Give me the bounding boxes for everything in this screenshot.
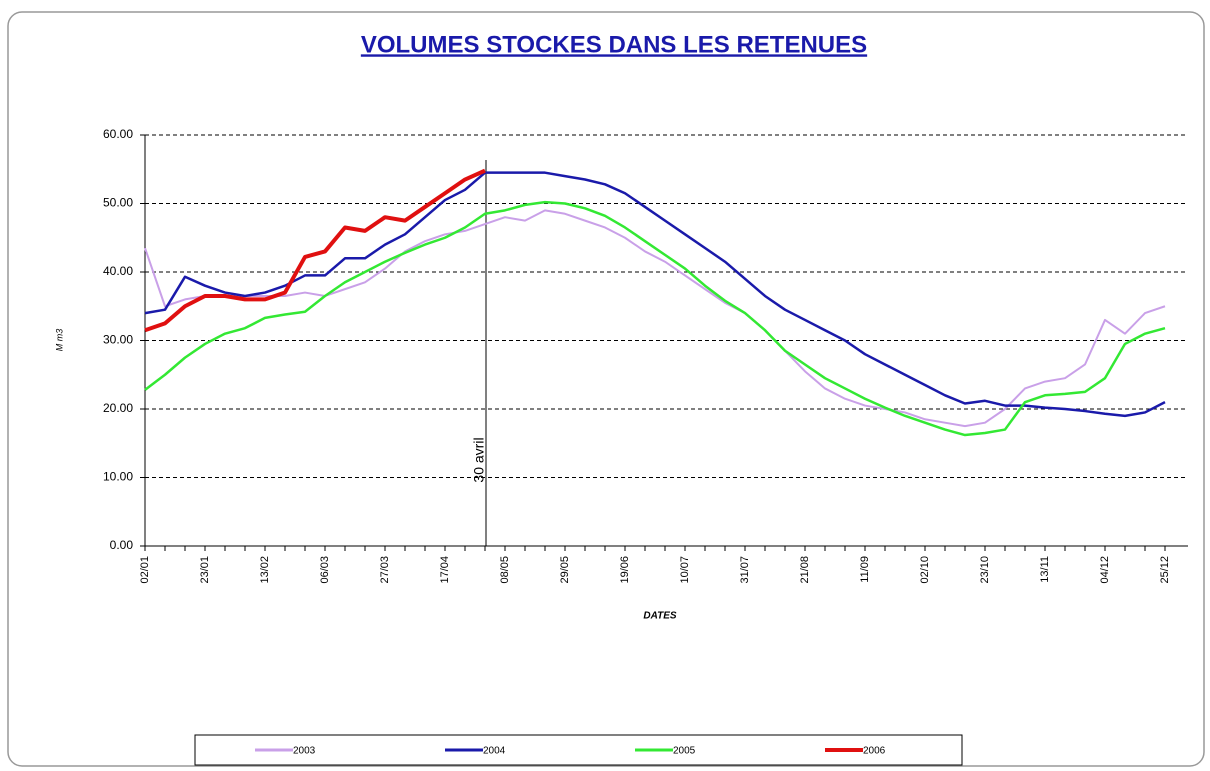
line-series	[144, 171, 1166, 418]
legend-label: 2006	[863, 746, 886, 757]
x-tick-label: 19/06	[619, 556, 631, 584]
x-tick-label: 23/10	[979, 556, 991, 584]
x-tick-label: 21/08	[799, 556, 811, 584]
legend-label: 2005	[673, 746, 696, 757]
x-tick-label: 04/12	[1099, 556, 1111, 584]
x-tick-label: 31/07	[739, 556, 751, 584]
x-tick-label: 11/09	[859, 556, 871, 583]
y-tick-label: 60.00	[103, 127, 133, 141]
line-series	[144, 200, 1166, 437]
x-tick-label: 29/05	[559, 556, 571, 584]
y-tick-label: 40.00	[103, 264, 133, 278]
x-tick-label: 02/01	[139, 556, 151, 584]
legend-label: 2004	[483, 746, 506, 757]
annotation: 30 avril	[471, 437, 487, 482]
x-tick-label: 08/05	[499, 556, 511, 584]
y-tick-label: 30.00	[103, 333, 133, 347]
y-tick-label: 0.00	[110, 538, 134, 552]
line-series	[144, 168, 486, 333]
x-tick-label: 25/12	[1159, 556, 1171, 584]
x-tick-label: 17/04	[439, 556, 451, 584]
x-tick-label: 13/02	[259, 556, 271, 584]
x-tick-label: 13/11	[1039, 556, 1051, 583]
x-tick-label: 23/01	[199, 556, 211, 584]
y-axis-label: M m3	[54, 329, 64, 352]
x-tick-label: 10/07	[679, 556, 691, 584]
frame	[7, 11, 1205, 767]
y-tick-label: 50.00	[103, 196, 133, 210]
legend-label: 2003	[293, 746, 316, 757]
y-tick-label: 20.00	[103, 401, 133, 415]
chart-title: VOLUMES STOCKES DANS LES RETENUES	[361, 31, 867, 58]
x-tick-label: 27/03	[379, 556, 391, 584]
y-tick-label: 10.00	[103, 470, 133, 484]
x-tick-label: 02/10	[919, 556, 931, 584]
x-tick-label: 06/03	[319, 556, 331, 584]
x-axis-label: DATES	[643, 611, 676, 622]
line-series	[144, 209, 1166, 428]
